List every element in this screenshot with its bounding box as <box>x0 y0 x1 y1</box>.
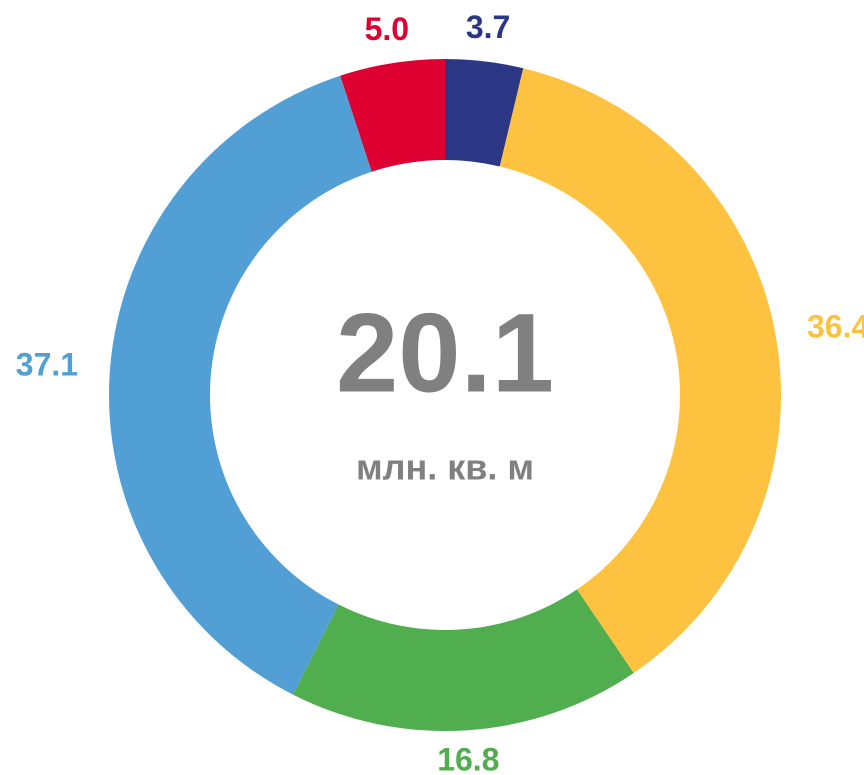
donut-slice <box>292 589 634 731</box>
data-label: 37.1 <box>16 346 78 382</box>
donut-slice <box>445 59 524 167</box>
center-label: млн. кв. м <box>356 447 534 488</box>
donut-slice <box>499 68 782 673</box>
data-label: 3.7 <box>466 9 510 45</box>
data-label: 36.4 <box>807 308 864 344</box>
donut-slice <box>340 59 445 172</box>
data-label: 16.8 <box>437 742 499 775</box>
donut-slice <box>108 75 372 695</box>
data-label: 5.0 <box>365 11 409 47</box>
center-value: 20.1 <box>336 291 554 416</box>
